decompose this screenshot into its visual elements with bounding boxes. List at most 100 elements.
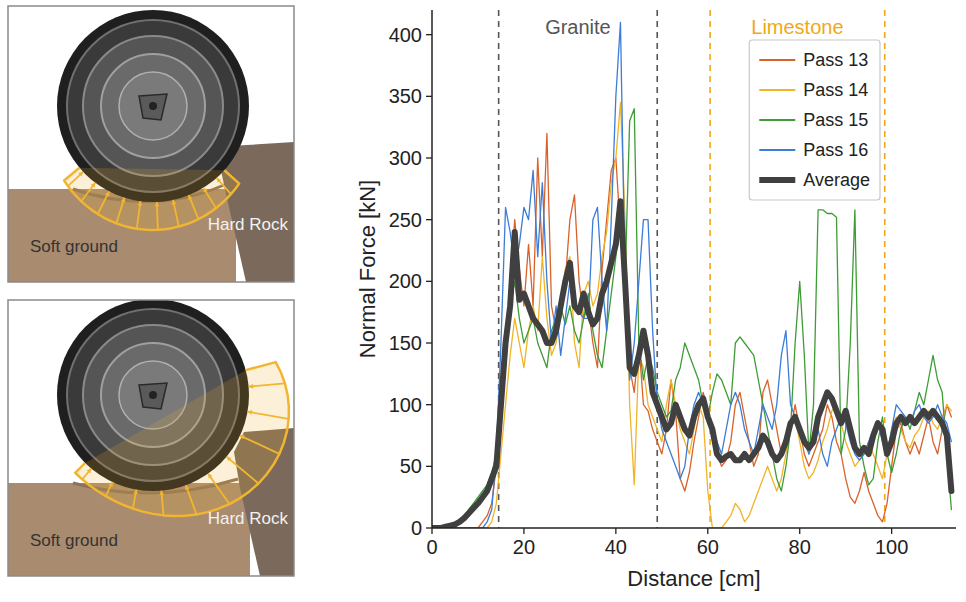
x-tick [891, 528, 892, 534]
disc-ring [101, 54, 205, 158]
region-boundary [656, 10, 658, 528]
rock-label: Hard Rock [208, 509, 289, 528]
x-tick-label: 80 [789, 536, 811, 558]
y-tick [426, 96, 432, 97]
pressure-arrow [189, 195, 199, 219]
figure: Soft groundHard RockSoft groundHard Rock… [0, 0, 966, 602]
pressure-arrow [116, 198, 124, 224]
illustration-panel: Soft ground Hard Rock [8, 299, 294, 576]
x-tick-label: 100 [875, 536, 908, 558]
x-tick-label: 0 [426, 536, 437, 558]
pressure-arrow [203, 188, 216, 208]
pressure-arrowhead [208, 474, 212, 479]
chart: 020406080100050100150200250300350400Dist… [355, 10, 956, 591]
disc-hub-nut [139, 383, 167, 409]
disc-center [149, 102, 157, 110]
y-tick-label: 50 [400, 455, 422, 477]
ground-label: Soft ground [30, 531, 118, 550]
legend-label: Pass 14 [803, 80, 868, 100]
pressure-arrowhead [108, 482, 112, 487]
series-line [432, 22, 951, 528]
disc-center [149, 391, 157, 399]
pressure-arrowhead [248, 410, 253, 415]
pressure-arrowhead [240, 435, 245, 439]
pressure-arrowhead [249, 384, 254, 389]
pressure-arrowhead [121, 198, 126, 203]
pressure-arrowhead [133, 490, 138, 495]
y-tick [426, 157, 432, 158]
panel-bg [8, 300, 294, 576]
pressure-arrowhead [185, 485, 190, 490]
plot-area [432, 10, 951, 528]
x-axis-title: Distance [cm] [627, 566, 760, 591]
legend: Pass 13Pass 14Pass 15Pass 16Average [749, 40, 880, 200]
disc-hub-nut [139, 94, 167, 120]
pressure-arrow [240, 436, 279, 454]
illustration-panel: Soft groundHard Rock [8, 6, 294, 282]
y-tick-label: 200 [389, 270, 422, 292]
region-boundary [709, 10, 711, 528]
pressure-arrowhead [87, 469, 92, 474]
y-tick-label: 350 [389, 85, 422, 107]
pressure-arrowhead [172, 200, 177, 205]
y-axis-title: Normal Force [kN] [355, 180, 380, 358]
pressure-arrow [248, 412, 289, 419]
legend-swatch [759, 119, 795, 121]
y-tick-label: 150 [389, 332, 422, 354]
y-tick-label: 400 [389, 24, 422, 46]
x-tick-label: 60 [697, 536, 719, 558]
y-tick-label: 250 [389, 209, 422, 231]
rock-label: Hard Rock [208, 215, 289, 234]
pressure-arrowhead [105, 191, 109, 196]
hard-rock [220, 142, 294, 282]
x-tick [799, 528, 800, 534]
series-line [432, 201, 951, 528]
pressure-arrow [81, 183, 95, 202]
y-tick [426, 466, 432, 467]
pressure-arrowhead [227, 457, 232, 462]
panel-content [8, 6, 294, 282]
pressure-arrow [227, 457, 259, 484]
y-tick [426, 527, 432, 528]
legend-swatch [759, 89, 795, 91]
pressure-arrow [208, 474, 229, 504]
x-tick-label: 20 [513, 536, 535, 558]
region-label: Granite [545, 16, 611, 38]
x-tick [707, 528, 708, 534]
pressure-arrowhead [203, 188, 207, 193]
x-tick [431, 528, 432, 534]
region-label: Limestone [751, 16, 843, 38]
pressure-arrow [98, 191, 110, 214]
pressure-arrow [82, 469, 91, 480]
legend-label: Pass 15 [803, 110, 868, 130]
y-axis-line [431, 10, 433, 528]
x-tick [523, 528, 524, 534]
panel-frame [8, 300, 294, 576]
x-tick-label: 40 [605, 536, 627, 558]
y-tick [426, 281, 432, 282]
pressure-arrow [186, 485, 197, 514]
disc-ring [83, 36, 223, 176]
pressure-outline [75, 362, 289, 516]
pressure-arrowhead [91, 183, 96, 188]
legend-label: Pass 13 [803, 50, 868, 70]
y-tick-label: 100 [389, 394, 422, 416]
pressure-arrowhead [188, 195, 192, 200]
panel-bg [8, 6, 294, 282]
pressure-arrow [68, 172, 83, 186]
pressure-arrowhead [159, 491, 164, 496]
y-tick [426, 219, 432, 220]
legend-label: Average [803, 170, 870, 190]
x-tick [615, 528, 616, 534]
pressure-arrow [217, 178, 231, 194]
panel-frame [8, 6, 294, 282]
legend-swatch [759, 177, 795, 183]
pressure-arrowhead [137, 201, 142, 206]
disc-ring [67, 20, 239, 192]
legend-box [749, 40, 880, 200]
y-tick [426, 342, 432, 343]
legend-swatch [759, 149, 795, 151]
disc-hub [119, 72, 187, 140]
legend-swatch [759, 59, 795, 61]
y-tick [426, 34, 432, 35]
